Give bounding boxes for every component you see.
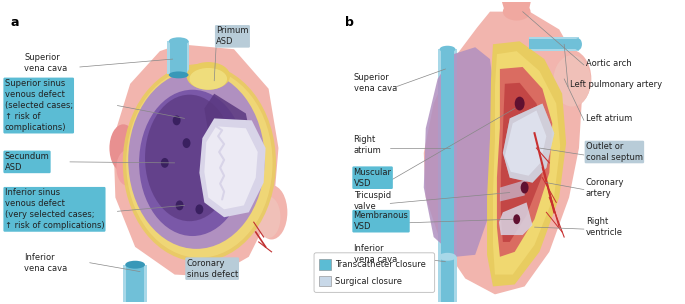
Ellipse shape bbox=[139, 90, 246, 236]
Polygon shape bbox=[204, 94, 252, 173]
Polygon shape bbox=[438, 257, 458, 304]
FancyBboxPatch shape bbox=[314, 253, 435, 292]
Ellipse shape bbox=[183, 138, 190, 148]
Text: Left pulmonary artery: Left pulmonary artery bbox=[570, 80, 662, 89]
Polygon shape bbox=[499, 202, 532, 235]
Ellipse shape bbox=[186, 62, 230, 90]
Text: Superior sinus
venous defect
(selected cases;
↑ risk of
complications): Superior sinus venous defect (selected c… bbox=[5, 79, 73, 132]
Ellipse shape bbox=[513, 214, 520, 224]
Polygon shape bbox=[204, 126, 258, 209]
Polygon shape bbox=[505, 110, 547, 176]
Text: Right
atrium: Right atrium bbox=[353, 135, 382, 155]
Ellipse shape bbox=[169, 71, 188, 78]
Text: Coronary
sinus defect: Coronary sinus defect bbox=[186, 259, 238, 279]
Ellipse shape bbox=[547, 49, 591, 109]
Ellipse shape bbox=[440, 46, 456, 53]
Ellipse shape bbox=[195, 204, 203, 214]
Polygon shape bbox=[440, 51, 454, 257]
Ellipse shape bbox=[175, 200, 184, 210]
Polygon shape bbox=[497, 0, 534, 12]
Text: Tricuspid
valve: Tricuspid valve bbox=[353, 192, 390, 212]
Polygon shape bbox=[529, 37, 579, 51]
Polygon shape bbox=[438, 49, 458, 257]
Text: Aortic arch: Aortic arch bbox=[586, 59, 632, 67]
Text: Transcatheter closure: Transcatheter closure bbox=[335, 260, 425, 269]
Text: Inferior
vena cava: Inferior vena cava bbox=[25, 253, 68, 273]
Ellipse shape bbox=[169, 37, 188, 45]
Text: Superior
vena cava: Superior vena cava bbox=[25, 53, 68, 73]
Ellipse shape bbox=[553, 55, 591, 106]
Text: Inferior
vena cava: Inferior vena cava bbox=[353, 244, 397, 264]
Ellipse shape bbox=[190, 68, 227, 90]
Text: Coronary
artery: Coronary artery bbox=[586, 178, 625, 198]
Ellipse shape bbox=[503, 3, 531, 21]
Polygon shape bbox=[114, 44, 279, 277]
Polygon shape bbox=[199, 118, 266, 217]
Bar bbox=[319, 259, 331, 270]
Text: b: b bbox=[345, 16, 353, 29]
Ellipse shape bbox=[514, 97, 525, 110]
Text: Membranous
VSD: Membranous VSD bbox=[353, 211, 408, 231]
Polygon shape bbox=[529, 39, 577, 49]
Text: Left atrium: Left atrium bbox=[586, 114, 632, 123]
Polygon shape bbox=[424, 47, 495, 257]
Polygon shape bbox=[503, 104, 554, 183]
Ellipse shape bbox=[173, 116, 181, 125]
Ellipse shape bbox=[128, 71, 264, 249]
Ellipse shape bbox=[110, 124, 137, 172]
Ellipse shape bbox=[256, 185, 288, 240]
Polygon shape bbox=[166, 41, 190, 74]
Polygon shape bbox=[497, 67, 552, 257]
Ellipse shape bbox=[521, 182, 529, 194]
Ellipse shape bbox=[125, 261, 145, 269]
Polygon shape bbox=[440, 257, 454, 304]
Ellipse shape bbox=[574, 38, 582, 50]
Polygon shape bbox=[424, 12, 582, 294]
Text: Primum
ASD: Primum ASD bbox=[216, 26, 249, 47]
Polygon shape bbox=[493, 51, 560, 275]
Polygon shape bbox=[503, 104, 554, 183]
Polygon shape bbox=[170, 41, 186, 74]
Polygon shape bbox=[500, 180, 527, 202]
Ellipse shape bbox=[123, 64, 276, 262]
Ellipse shape bbox=[438, 253, 456, 261]
Ellipse shape bbox=[161, 158, 169, 168]
Text: Superior
vena cava: Superior vena cava bbox=[353, 73, 397, 93]
Polygon shape bbox=[487, 41, 566, 286]
Polygon shape bbox=[501, 83, 545, 242]
Text: Outlet or
conal septum: Outlet or conal septum bbox=[586, 142, 643, 162]
Text: a: a bbox=[10, 16, 19, 29]
Ellipse shape bbox=[116, 150, 138, 186]
Ellipse shape bbox=[126, 68, 273, 258]
Text: Secundum
ASD: Secundum ASD bbox=[5, 152, 49, 172]
Text: Surgical closure: Surgical closure bbox=[335, 277, 402, 286]
Text: Right
ventricle: Right ventricle bbox=[586, 217, 623, 237]
Text: Muscular
VSD: Muscular VSD bbox=[353, 168, 392, 188]
Bar bbox=[319, 275, 331, 286]
Ellipse shape bbox=[145, 95, 234, 221]
Text: Inferior sinus
venous defect
(very selected cases;
↑ risk of complications): Inferior sinus venous defect (very selec… bbox=[5, 188, 104, 230]
Polygon shape bbox=[126, 265, 144, 304]
Ellipse shape bbox=[257, 196, 280, 238]
Polygon shape bbox=[123, 265, 147, 304]
